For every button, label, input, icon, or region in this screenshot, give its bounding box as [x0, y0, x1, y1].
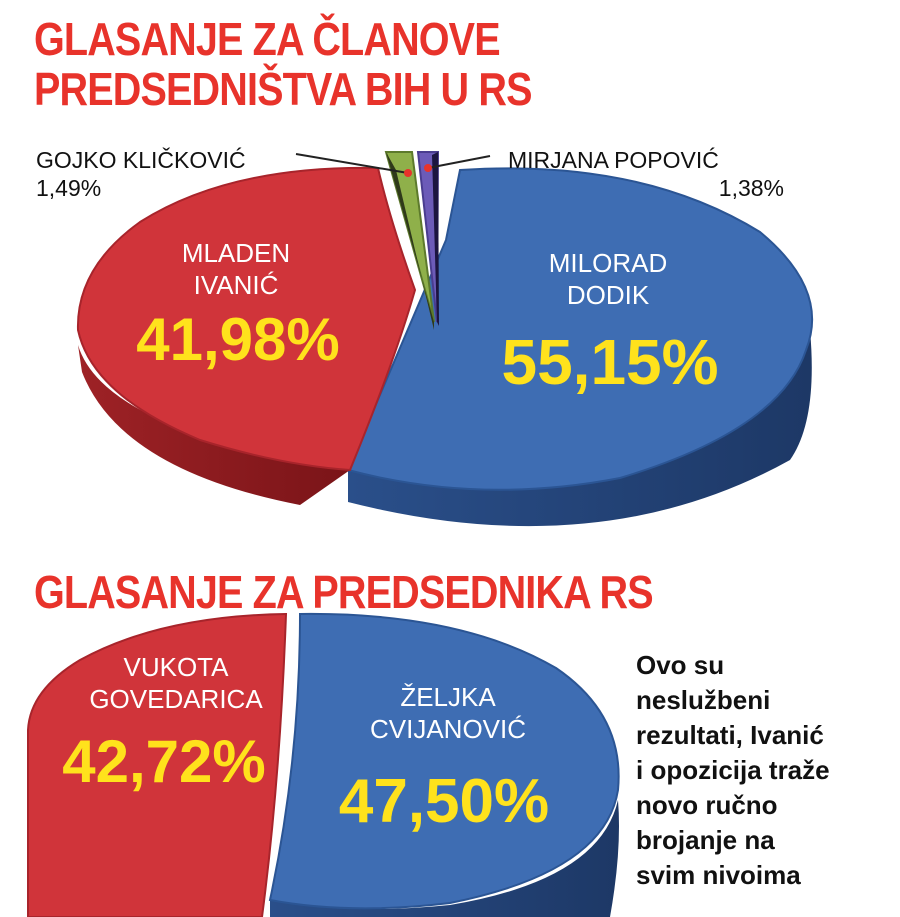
label-ivanic-line2: IVANIĆ — [194, 270, 279, 300]
slice-dodik-side — [348, 330, 812, 527]
slice-ivanic-side — [78, 345, 350, 505]
label-govedarica-line2: GOVEDARICA — [89, 684, 263, 714]
footnote: Ovo su neslužbeni rezultati, Ivanić i op… — [636, 650, 830, 890]
label-govedarica-line1: VUKOTA — [124, 652, 230, 682]
slice-dodik — [346, 167, 814, 491]
slice-govedarica — [27, 612, 288, 917]
chart1-title-line1: GLASANJE ZA ČLANOVE — [34, 13, 501, 65]
value-label-cvijanovic: 47,50% — [339, 767, 549, 836]
label-cvijanovic-line2: CVIJANOVIĆ — [370, 714, 526, 744]
label-dodik-line2: DODIK — [567, 280, 650, 310]
label-popovic: MIRJANA POPOVIĆ — [508, 147, 719, 173]
value-label-govedarica: 42,72% — [62, 728, 266, 795]
value-label-klickovic: 1,49% — [36, 175, 101, 201]
label-dodik-line1: MILORAD — [549, 248, 667, 278]
leader-dot-klickovic — [404, 169, 412, 177]
label-ivanic-line1: MLADEN — [182, 238, 290, 268]
chart2-title: GLASANJE ZA PREDSEDNIKA RS — [34, 566, 654, 618]
leader-dot-popovic — [424, 164, 432, 172]
label-klickovic: GOJKO KLIČKOVIĆ — [36, 146, 246, 173]
slice-cvijanovic-side — [270, 800, 619, 917]
value-label-ivanic: 41,98% — [136, 306, 340, 373]
slice-ivanic — [76, 166, 417, 472]
chart2-pie: VUKOTA GOVEDARICA 42,72% ŽELJKA CVIJANOV… — [27, 612, 620, 917]
value-label-popovic: 1,38% — [719, 175, 784, 201]
chart1-title-line2: PREDSEDNIŠTVA BIH U RS — [34, 63, 532, 115]
leader-line-klickovic — [295, 153, 409, 174]
value-label-dodik: 55,15% — [501, 326, 718, 398]
label-cvijanovic-line1: ŽELJKA — [400, 682, 496, 712]
slice-popovic-side — [432, 152, 439, 326]
slice-cvijanovic — [268, 612, 620, 910]
chart1-pie: GOJKO KLIČKOVIĆ 1,49% MIRJANA POPOVIĆ 1,… — [36, 146, 814, 527]
leader-line-popovic — [427, 155, 491, 169]
